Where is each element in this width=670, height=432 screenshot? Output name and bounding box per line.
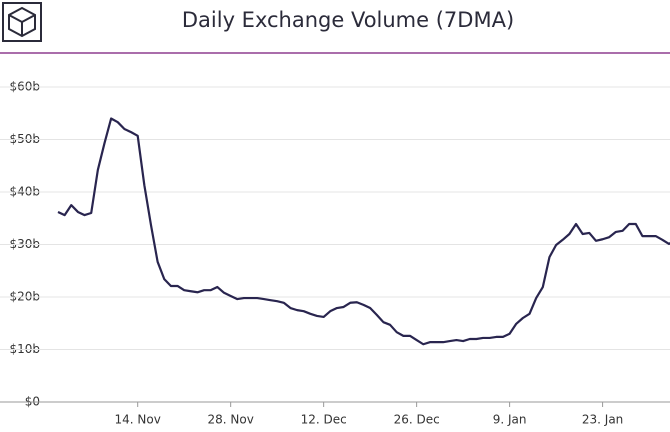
x-tick-label: 14. Nov bbox=[115, 413, 161, 427]
x-tick-label: 23. Jan bbox=[582, 413, 623, 427]
x-tick-label: 26. Dec bbox=[394, 413, 440, 427]
x-tick-label: 28. Nov bbox=[208, 413, 254, 427]
x-tick-label: 9. Jan bbox=[493, 413, 527, 427]
logo bbox=[2, 2, 42, 42]
x-tick-label: 12. Dec bbox=[301, 413, 347, 427]
chart-title: Daily Exchange Volume (7DMA) bbox=[182, 8, 514, 32]
line-series bbox=[57, 117, 670, 346]
